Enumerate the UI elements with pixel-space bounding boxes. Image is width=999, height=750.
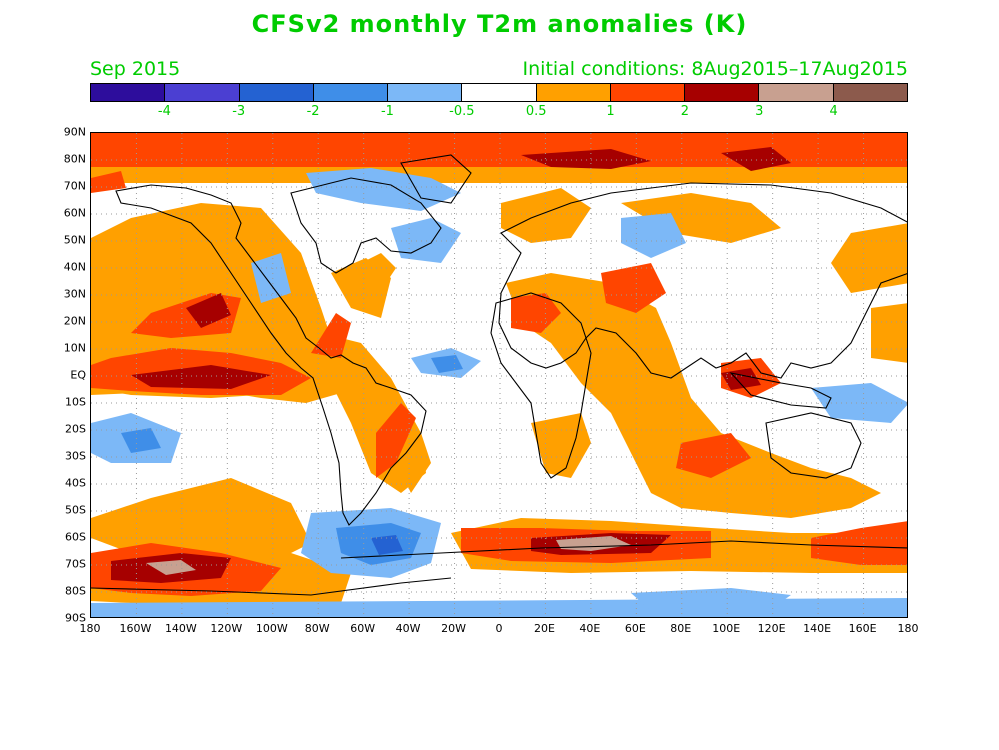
longitude-label: 60E: [624, 622, 646, 635]
anomaly-cold-3: [371, 535, 403, 555]
latitude-label: 90N: [63, 125, 86, 139]
chart-title: CFSv2 monthly T2m anomalies (K): [251, 10, 748, 38]
latitude-label: 20S: [65, 422, 86, 436]
latitude-label: 40N: [63, 260, 86, 274]
initial-conditions: Initial conditions: 8Aug2015–17Aug2015: [522, 58, 908, 80]
legend-label: 0.5: [525, 104, 547, 119]
legend-swatch: [685, 84, 760, 101]
longitude-label: 100E: [712, 622, 741, 635]
legend-label: 2: [680, 104, 690, 119]
longitude-label: 40E: [579, 622, 601, 635]
legend-swatch: [610, 84, 686, 101]
legend-swatch: [833, 84, 907, 101]
map-canvas: [91, 133, 907, 617]
latitude-label: 80N: [63, 152, 86, 166]
latitude-label: 90S: [65, 611, 86, 625]
longitude-label: 120E: [757, 622, 786, 635]
legend-label: -4: [157, 104, 171, 119]
latitude-label: 30N: [63, 287, 86, 301]
legend-swatch: [239, 84, 314, 101]
legend-label: -3: [232, 104, 246, 119]
latitude-label: 10S: [65, 395, 86, 409]
coastlines: [91, 154, 907, 596]
longitude-label: 180: [897, 622, 919, 635]
latitude-label: 40S: [65, 476, 86, 490]
latitude-label: 50N: [63, 233, 86, 247]
legend-swatch: [313, 84, 389, 101]
legend-label: 3: [755, 104, 764, 119]
longitude-label: 40W: [395, 622, 421, 635]
legend-label: 1: [606, 104, 615, 119]
latitude-label: 70S: [65, 557, 86, 571]
latitude-label: 30S: [65, 449, 86, 463]
longitude-label: 20E: [533, 622, 555, 635]
latitude-label: 60S: [65, 530, 86, 544]
longitude-label: 20W: [441, 622, 466, 635]
legend-label: -1: [380, 104, 394, 119]
legend-swatch: [165, 84, 240, 101]
longitude-label: 180: [79, 622, 101, 635]
legend-label: 4: [829, 104, 838, 119]
legend-swatch: [536, 84, 611, 101]
legend-label: -0.5: [449, 104, 475, 119]
legend-swatch: [462, 84, 537, 101]
latitude-label: 20N: [63, 314, 86, 328]
legend-swatch: [91, 84, 166, 101]
longitude-label: 140W: [164, 622, 197, 635]
legend-swatch: [759, 84, 834, 101]
longitude-label: 0: [495, 622, 503, 635]
latitude-label: 70N: [63, 179, 86, 193]
anomaly-map: [90, 132, 908, 618]
forecast-month: Sep 2015: [90, 58, 181, 80]
latitude-label: EQ: [70, 368, 86, 382]
lat-lon-grid: [91, 133, 907, 617]
latitude-label: 10N: [63, 341, 86, 355]
color-legend: [90, 83, 908, 102]
latitude-label: 50S: [65, 503, 86, 517]
longitude-label: 60W: [350, 622, 376, 635]
longitude-label: 160W: [119, 622, 152, 635]
latitude-label: 60N: [63, 206, 86, 220]
longitude-label: 80E: [670, 622, 692, 635]
anomaly-cold-1: [91, 168, 907, 617]
longitude-label: 160E: [848, 622, 877, 635]
latitude-label: 80S: [65, 584, 86, 598]
longitude-label: 100W: [255, 622, 288, 635]
longitude-label: 120W: [210, 622, 243, 635]
legend-label: -2: [306, 104, 320, 119]
longitude-label: 140E: [803, 622, 832, 635]
longitude-label: 80W: [304, 622, 330, 635]
legend-swatch: [388, 84, 463, 101]
